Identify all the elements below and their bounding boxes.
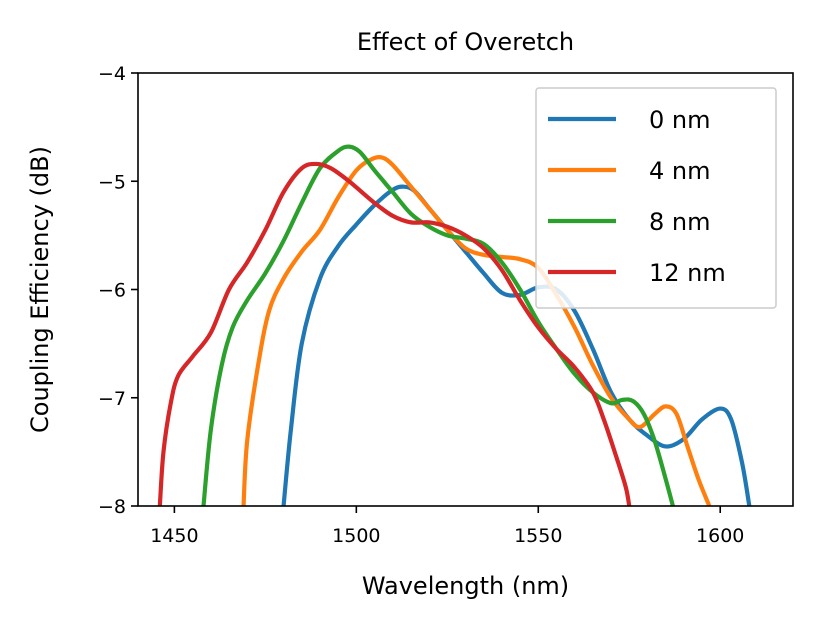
x-tick-label: 1600	[696, 525, 744, 547]
y-tick-label: −6	[98, 280, 126, 302]
legend: 0 nm 4 nm 8 nm 12 nm	[535, 87, 777, 309]
x-tick-label: 1450	[150, 525, 198, 547]
y-axis-label: Coupling Efficiency (dB)	[26, 146, 54, 433]
series-line-12-nm	[157, 161, 632, 506]
legend-label: 8 nm	[649, 208, 711, 236]
series-line-8-nm	[201, 144, 675, 506]
ticks-layer: 1450 1500 1550 1600 −8 −7 −6 −5 −4	[98, 63, 744, 547]
chart-title: Effect of Overetch	[357, 28, 574, 56]
y-tick-label: −4	[98, 63, 126, 85]
legend-label: 4 nm	[649, 157, 711, 185]
x-tick-label: 1500	[332, 525, 380, 547]
y-tick-label: −7	[98, 388, 126, 410]
x-tick-label: 1550	[514, 525, 562, 547]
series-layer	[157, 144, 752, 506]
y-tick-label: −5	[98, 171, 126, 193]
legend-label: 0 nm	[649, 106, 711, 134]
legend-box	[535, 87, 777, 309]
y-tick-label: −8	[98, 496, 126, 518]
series-line-4-nm	[241, 154, 712, 506]
legend-label: 12 nm	[649, 259, 726, 287]
x-axis-label: Wavelength (nm)	[362, 572, 569, 600]
